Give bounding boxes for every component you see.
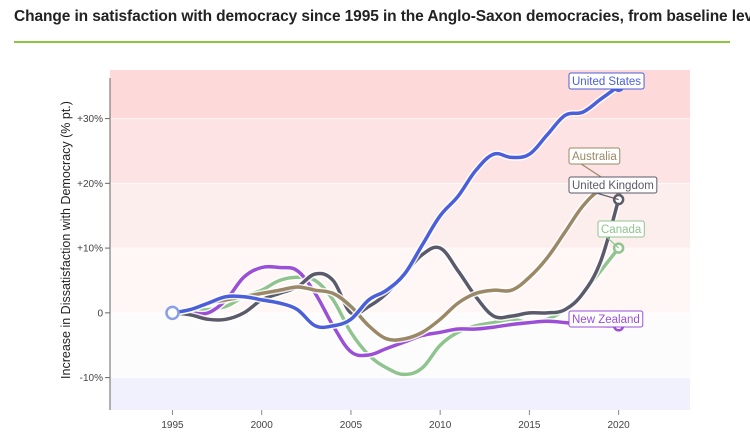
y-axis-label: Increase in Dissatisfaction with Democra…: [59, 101, 73, 379]
series-lines: [169, 82, 622, 378]
x-tick-label: 2000: [251, 420, 274, 431]
y-tick-label: +10%: [77, 244, 103, 255]
x-tick-label: 2010: [429, 420, 452, 431]
x-tick-label: 1995: [161, 420, 184, 431]
label-canada: Canada: [601, 224, 642, 236]
series-line-new-zealand: [170, 264, 621, 358]
label-box-united-kingdom: [568, 176, 658, 194]
axes: +30% +20% +10% 0 -10% 1995 2000 2005 2010 2015 20…: [59, 78, 630, 431]
x-ticks: 1995 2000 2005 2010 2015 2020: [161, 410, 630, 431]
x-tick-label: 2005: [340, 420, 363, 431]
title-underline: [14, 41, 730, 43]
label-box-canada: [597, 220, 645, 238]
chart-title: Change in satisfaction with democracy si…: [14, 8, 750, 25]
x-tick-label: 2015: [518, 420, 541, 431]
y-tick-label: +20%: [77, 179, 103, 190]
label-box-australia: [568, 147, 621, 165]
y-tick-label: +30%: [77, 114, 103, 125]
label-box-united-states: [568, 72, 645, 90]
x-tick-label: 2020: [607, 420, 630, 431]
background-bands: [110, 70, 690, 410]
band-5: [110, 377, 690, 410]
y-tick-label: 0: [97, 308, 103, 319]
y-tick-label: -10%: [80, 373, 103, 384]
label-united-states: United States: [572, 76, 641, 88]
series-labels: United States Australia United Kingdom Cana…: [568, 72, 658, 328]
label-united-kingdom: United Kingdom: [572, 180, 654, 192]
label-australia: Australia: [572, 151, 617, 163]
baseline-marker: [165, 305, 180, 321]
label-new-zealand: New Zealand: [572, 314, 640, 326]
y-ticks: +30% +20% +10% 0 -10%: [77, 114, 110, 384]
label-box-new-zealand: [568, 310, 644, 328]
series-line-united-states: [170, 84, 621, 330]
